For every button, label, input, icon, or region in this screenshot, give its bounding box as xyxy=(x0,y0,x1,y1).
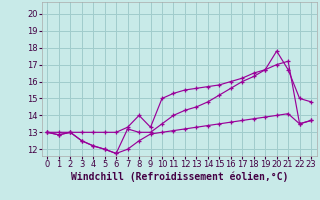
X-axis label: Windchill (Refroidissement éolien,°C): Windchill (Refroidissement éolien,°C) xyxy=(70,172,288,182)
